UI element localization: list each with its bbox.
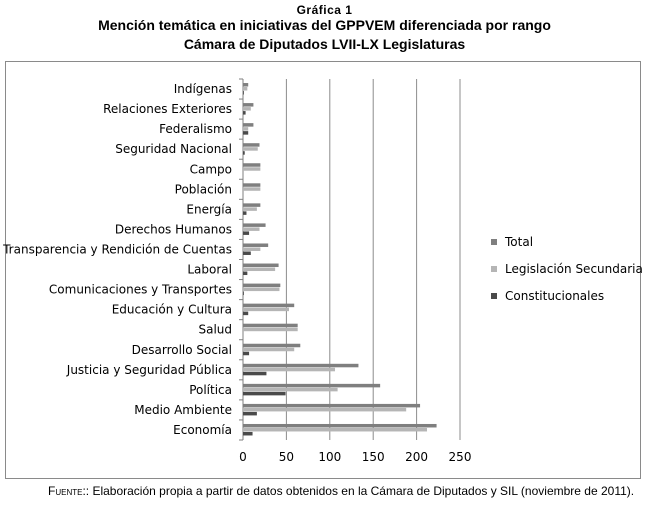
bar-legislación-secundaria <box>243 267 276 272</box>
bar-constitucionales <box>243 311 249 316</box>
bar-constitucionales <box>243 371 267 376</box>
x-tick-label: 200 <box>405 450 428 464</box>
category-label: Laboral <box>187 263 232 277</box>
bar-constitucionales <box>243 271 248 276</box>
source-label: Fuente: <box>48 484 86 498</box>
bar-legislación-secundaria <box>243 187 261 191</box>
category-label: Desarrollo Social <box>132 343 232 357</box>
bar-constitucionales <box>243 131 249 135</box>
chart-title: Mención temática en iniciativas del GPPV… <box>98 17 551 33</box>
chart-frame <box>5 61 641 479</box>
bar-legislación-secundaria <box>243 387 338 392</box>
x-tick-label: 100 <box>318 450 341 464</box>
category-label: Salud <box>198 323 232 337</box>
category-label: Derechos Humanos <box>115 222 232 236</box>
bar-constitucionales <box>243 411 257 416</box>
legend-label: Constitucionales <box>505 289 604 303</box>
bar-legislación-secundaria <box>243 327 298 332</box>
bar-total <box>243 203 261 207</box>
bar-total <box>243 363 359 368</box>
bar-constitucionales <box>243 211 247 215</box>
bar-legislación-secundaria <box>243 227 260 231</box>
bar-total <box>243 263 279 268</box>
bar-legislación-secundaria <box>243 347 295 352</box>
category-label: Energía <box>186 202 232 216</box>
category-label: Población <box>175 182 232 196</box>
bar-constitucionales <box>243 391 286 396</box>
bar-total <box>243 343 301 348</box>
category-label: Comunicaciones y Transportes <box>49 283 232 297</box>
bar-total <box>243 303 295 308</box>
bar-constitucionales <box>243 431 253 436</box>
bar-total <box>243 103 254 107</box>
bar-total <box>243 383 381 388</box>
category-label: Educación y Cultura <box>112 303 232 317</box>
bar-constitucionales <box>243 231 250 235</box>
category-label: Medio Ambiente <box>134 403 232 417</box>
bar-total <box>243 183 261 187</box>
bar-legislación-secundaria <box>243 307 290 312</box>
bar-legislación-secundaria <box>243 247 261 251</box>
chart-subtitle: Cámara de Diputados LVII-LX Legislaturas <box>183 36 466 52</box>
legend-swatch <box>491 293 497 299</box>
bar-legislación-secundaria <box>243 127 249 131</box>
bar-constitucionales <box>243 151 245 155</box>
bar-total <box>243 143 260 147</box>
legend-label: Total <box>504 235 533 249</box>
category-label: Justicia y Seguridad Pública <box>66 363 232 377</box>
x-tick-label: 0 <box>239 450 247 464</box>
legend-label: Legislación Secundaria <box>505 262 643 276</box>
bar-total <box>243 403 421 408</box>
bar-legislación-secundaria <box>243 107 251 111</box>
bar-legislación-secundaria <box>243 287 280 292</box>
bar-legislación-secundaria <box>243 147 258 151</box>
category-label: Política <box>189 383 232 397</box>
category-label: Economía <box>173 423 232 437</box>
bar-constitucionales <box>243 351 250 356</box>
bar-constitucionales <box>243 111 246 115</box>
bar-legislación-secundaria <box>243 207 257 211</box>
bar-total <box>243 283 281 288</box>
bar-legislación-secundaria <box>243 367 336 372</box>
source-text: : Elaboración propia a partir de datos o… <box>85 484 635 498</box>
bar-total <box>243 243 269 247</box>
category-label: Relaciones Exteriores <box>103 102 232 116</box>
bar-legislación-secundaria <box>243 407 407 412</box>
legend-swatch <box>491 239 497 245</box>
bar-total <box>243 323 298 328</box>
source-note: Fuente:: Elaboración propia a partir de … <box>10 484 640 499</box>
bar-legislación-secundaria <box>243 167 261 171</box>
bar-legislación-secundaria <box>243 87 248 91</box>
bar-constitucionales <box>243 291 244 296</box>
figure-label: Gráfica 1 <box>296 3 353 17</box>
bar-total <box>243 423 437 428</box>
category-label: Indígenas <box>174 82 232 96</box>
category-label: Transparencia y Rendición de Cuentas <box>2 242 232 256</box>
bar-constitucionales <box>243 251 251 255</box>
x-tick-label: 50 <box>279 450 294 464</box>
category-label: Federalismo <box>159 122 232 136</box>
bar-total <box>243 83 249 87</box>
x-tick-label: 150 <box>362 450 385 464</box>
category-label: Campo <box>190 162 232 176</box>
bar-constitucionales <box>243 91 244 95</box>
x-tick-label: 250 <box>449 450 472 464</box>
bar-total <box>243 163 261 167</box>
category-label: Seguridad Nacional <box>115 142 232 156</box>
legend-swatch <box>491 266 497 272</box>
bar-total <box>243 123 254 127</box>
bar-total <box>243 223 266 227</box>
bar-legislación-secundaria <box>243 427 428 432</box>
